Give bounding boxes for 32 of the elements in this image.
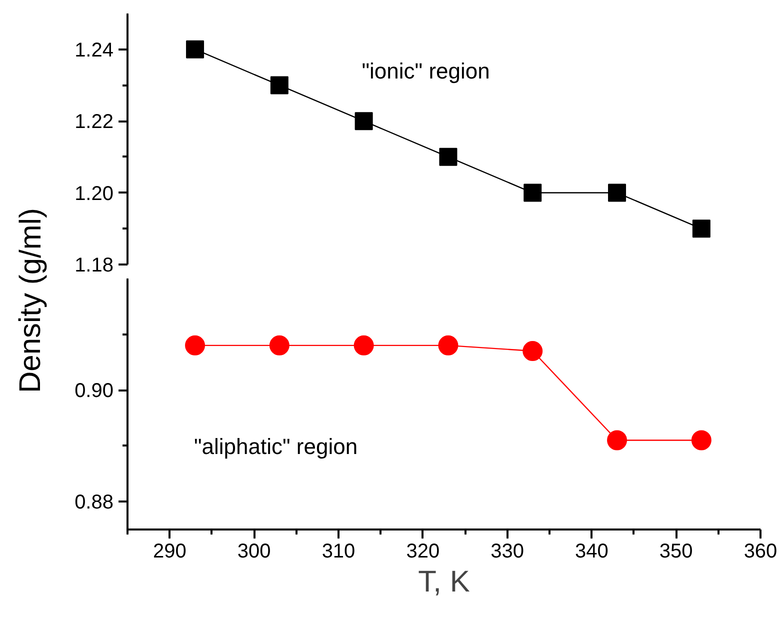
x-tick-label: 320: [406, 540, 440, 562]
y-tick-label: 1.18: [74, 254, 114, 276]
annotation: "aliphatic" region: [194, 434, 358, 460]
y-tick-label: 1.24: [74, 39, 114, 62]
y-tick-label: 0.88: [74, 492, 114, 514]
point: [185, 335, 206, 356]
y-tick-label: 0.90: [74, 380, 114, 402]
point: [524, 184, 542, 202]
y-tick-label: 1.20: [74, 182, 114, 205]
x-tick-label: 290: [153, 540, 186, 562]
point: [608, 184, 626, 202]
annotation: "ionic" region: [362, 58, 490, 84]
point: [439, 148, 458, 166]
y-tick-label: 1.22: [74, 111, 114, 134]
point: [692, 220, 710, 238]
x-tick-label: 300: [237, 540, 271, 562]
x-tick-label: 310: [322, 540, 356, 562]
x-axis-title: T, K: [418, 566, 470, 598]
point: [691, 430, 712, 450]
point: [354, 112, 373, 130]
point: [269, 335, 290, 356]
x-tick-label: 330: [490, 540, 524, 562]
point: [186, 40, 204, 58]
point: [270, 76, 288, 94]
point: [522, 341, 543, 361]
point: [438, 335, 458, 356]
point: [607, 430, 628, 450]
x-tick-label: 350: [659, 540, 693, 562]
point: [354, 335, 374, 356]
x-tick-label: 340: [575, 540, 608, 562]
y-axis-title: Density (g/ml): [14, 208, 48, 394]
x-tick-label: 360: [744, 540, 778, 562]
